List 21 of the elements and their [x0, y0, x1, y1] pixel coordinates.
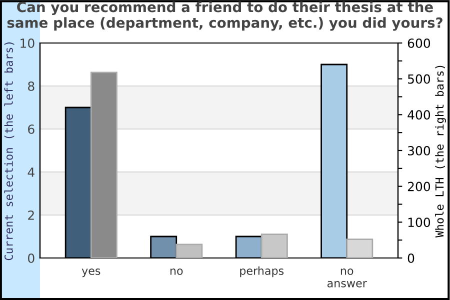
y2-tick-label: 100 [408, 218, 430, 228]
y2-tick-label: 600 [408, 38, 430, 48]
y2-tick-label: 400 [408, 110, 430, 120]
x-tick-label: no [170, 268, 183, 275]
x-tick-label: yes [82, 268, 100, 278]
y2-tick-label: 500 [408, 74, 430, 84]
y-tick-label: 8 [28, 81, 34, 91]
y2-tick-label: 0 [408, 253, 414, 263]
y2-tick-label: 200 [408, 182, 430, 192]
y-tick-label: 4 [28, 168, 34, 177]
y-tick-label: 6 [28, 124, 34, 134]
y-tick-label: 2 [28, 210, 34, 220]
chart-title: Can you recommend a friend to do their thesis at the same place (department, company, etc.) you did yours? [7, 2, 442, 31]
y2-tick-label: 300 [408, 146, 430, 156]
y-tick-label: 10 [20, 38, 34, 48]
bar [346, 238, 374, 258]
y-axis-title: Current selection (the left bars) [4, 42, 14, 260]
x-tick-label: perhaps [240, 266, 284, 278]
x-tick-label: no answer [327, 268, 367, 288]
y-tick-label: 0 [28, 253, 34, 263]
y2-axis-title: Whole LTH (the right bars) [435, 66, 446, 238]
